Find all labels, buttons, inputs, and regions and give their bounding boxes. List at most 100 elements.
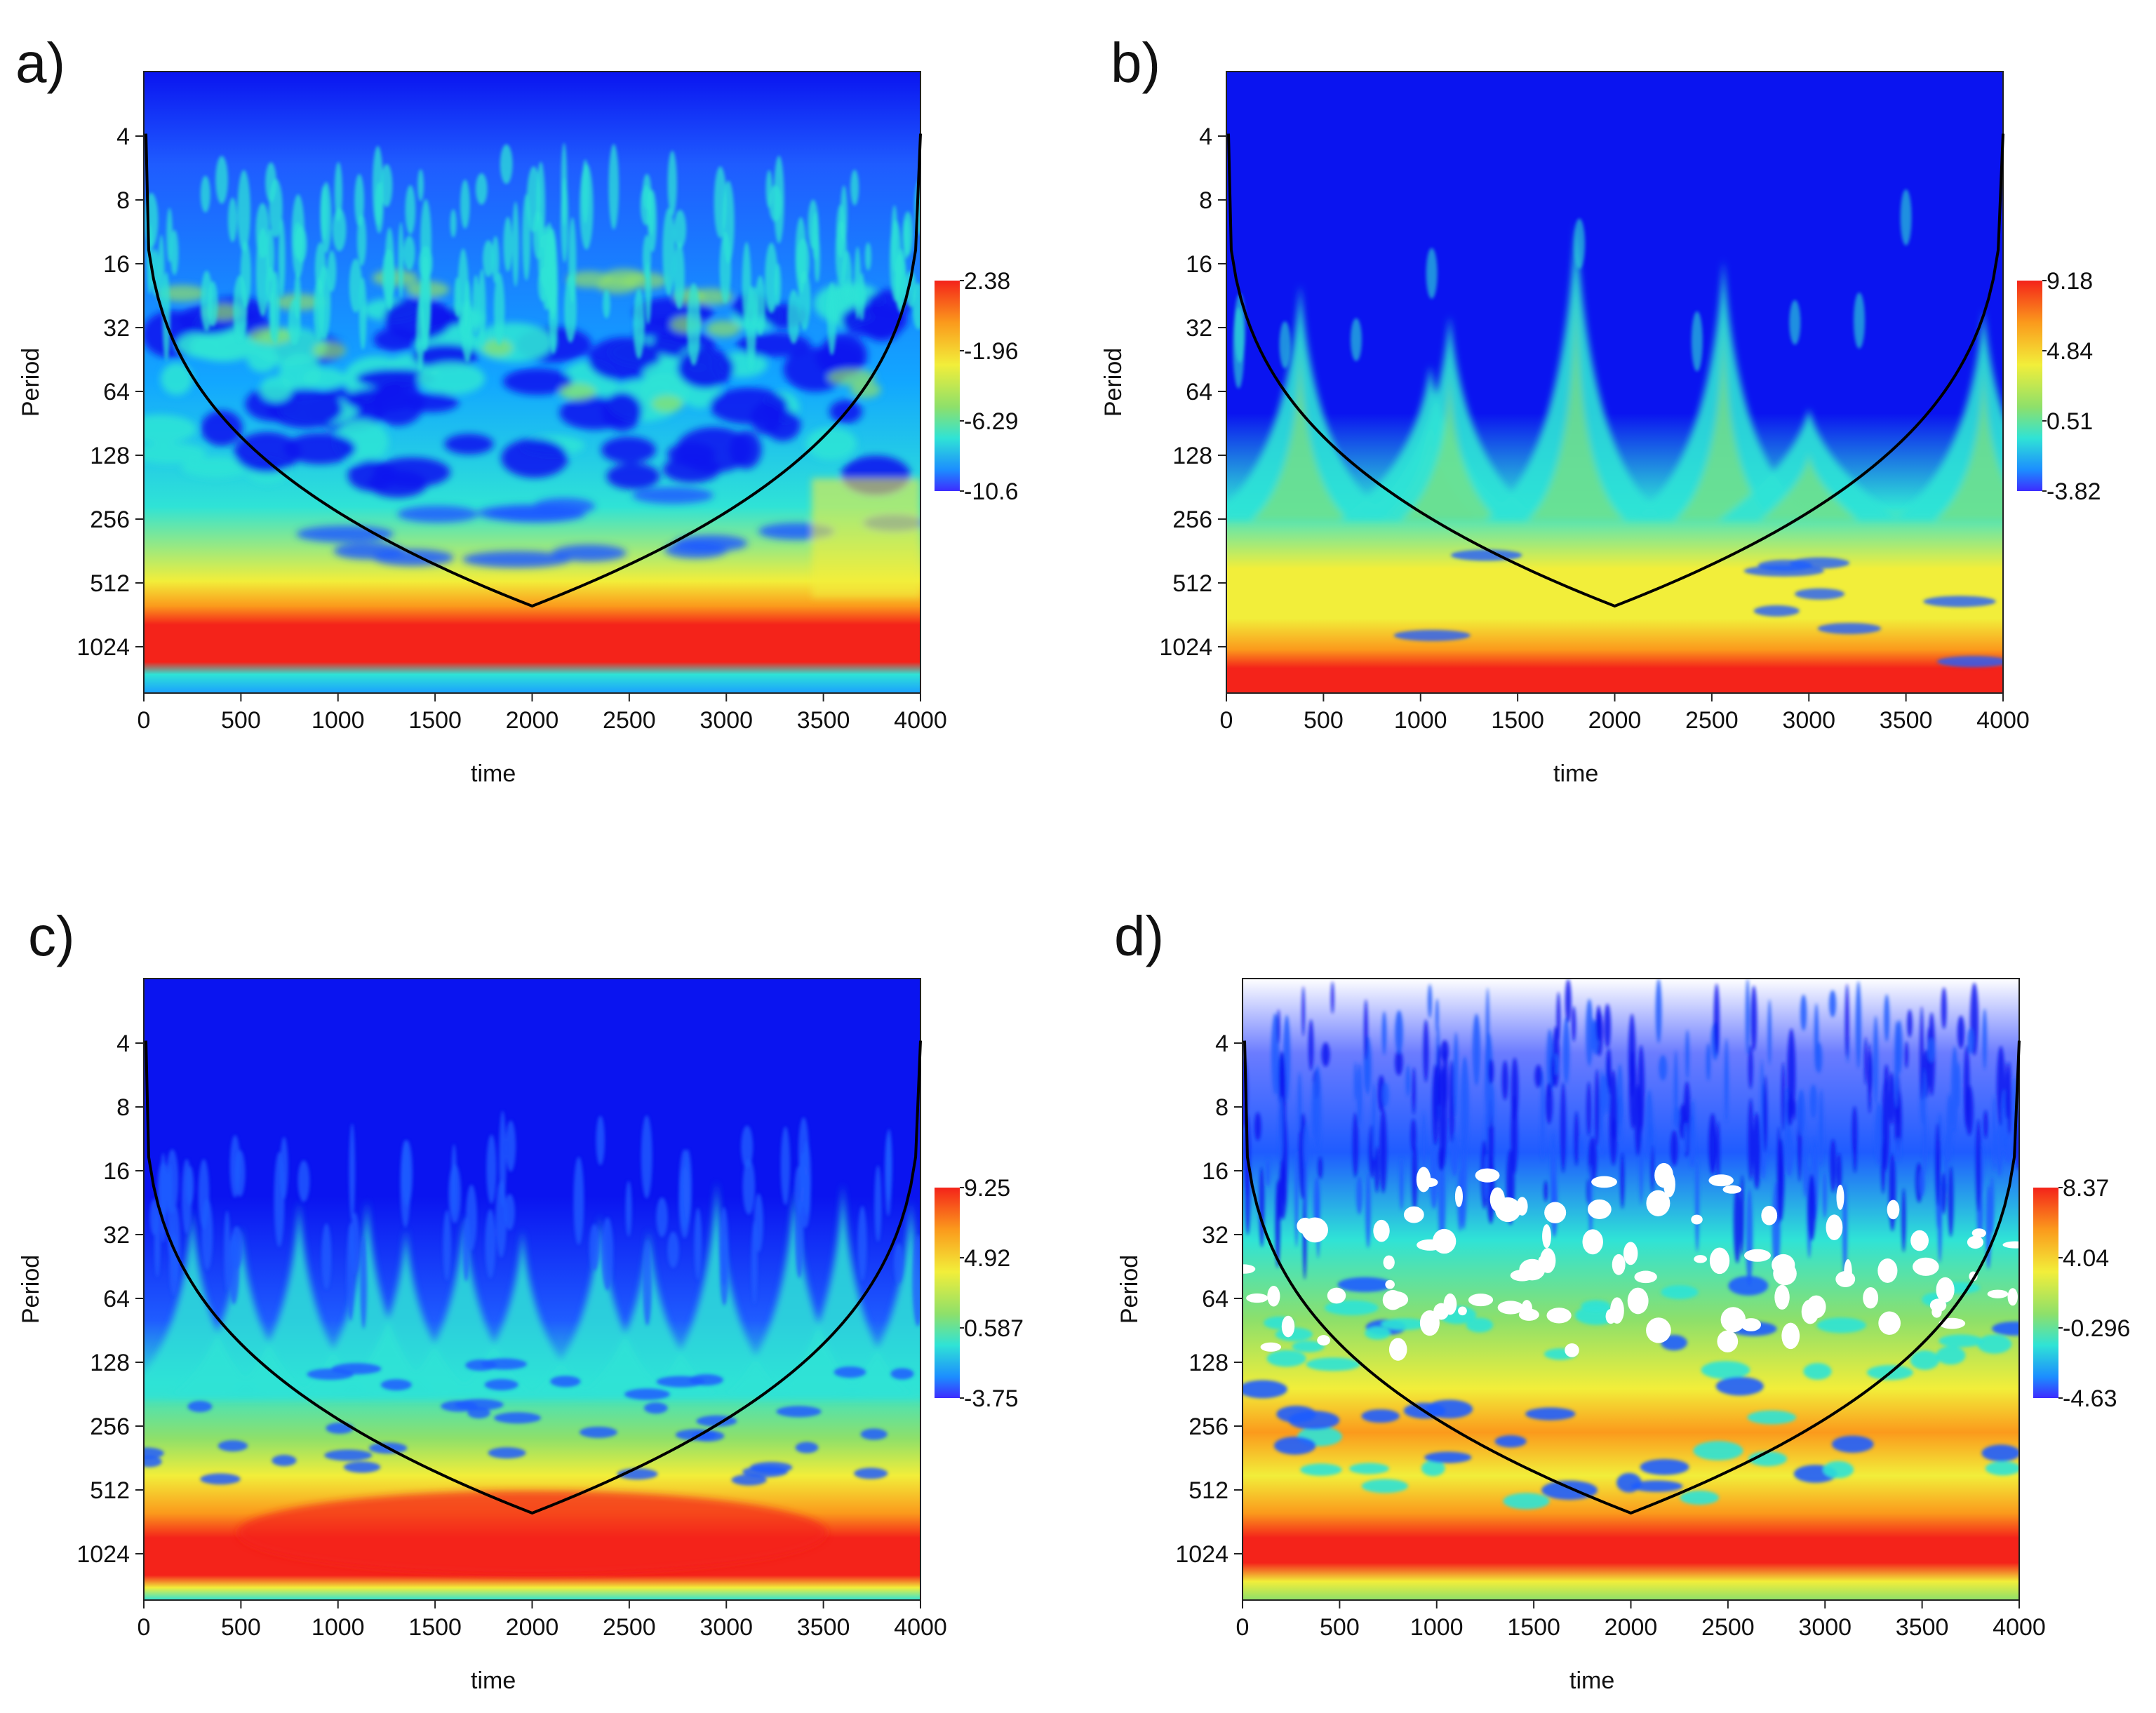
x-tick-label: 2000 <box>506 707 559 734</box>
colorbar-gradient <box>2017 281 2042 491</box>
colorbar: 2.38 -1.96 -6.29 -10.6 <box>935 268 1019 505</box>
y-tick-label: 16 <box>103 1158 130 1185</box>
x-tick-label: 0 <box>1220 707 1233 734</box>
colorbar-label: -6.29 <box>964 408 1019 435</box>
x-tick-label: 0 <box>1236 1614 1250 1641</box>
colorbar-label: 9.25 <box>964 1175 1010 1202</box>
x-tick-label: 1000 <box>1394 707 1447 734</box>
x-tick-label: 500 <box>221 707 261 734</box>
panel-label-d: d) <box>1114 905 1165 967</box>
panel-label-a: a) <box>15 32 66 94</box>
x-axis-title: time <box>1569 1667 1614 1694</box>
wavelet-chart-d: 4 8 16 32 64 128 256 512 1024 Period 0 500 1000 1500 2… <box>1116 978 2130 1694</box>
y-axis: 4 8 16 32 64 128 256 512 1024 <box>76 1030 144 1568</box>
y-tick-label: 64 <box>103 379 130 405</box>
y-axis: 4 8 16 32 64 128 256 512 1024 <box>1175 1030 1243 1568</box>
y-tick-label: 4 <box>116 1030 130 1057</box>
colorbar-label: -3.75 <box>964 1385 1019 1412</box>
x-axis: 0 500 1000 1500 2000 2500 3000 3500 4000 <box>138 1600 947 1641</box>
y-tick-label: 128 <box>90 1350 130 1376</box>
x-tick-label: 3500 <box>1880 707 1933 734</box>
panel-label-b: b) <box>1111 32 1161 94</box>
colorbar-gradient <box>2033 1188 2058 1398</box>
colorbar-label: 2.38 <box>964 268 1010 295</box>
colorbar-label: -4.63 <box>2063 1385 2117 1412</box>
y-tick-label: 1024 <box>76 1541 130 1568</box>
y-tick-label: 8 <box>116 1094 130 1121</box>
colorbar-gradient <box>935 281 960 491</box>
x-tick-label: 3500 <box>1896 1614 1949 1641</box>
heatmap-field <box>1243 979 2019 1600</box>
wavelet-chart-c: 4 8 16 32 64 128 256 512 1024 Period 0 500 1000 1500 2… <box>18 978 1024 1694</box>
x-tick-label: 3000 <box>699 707 753 734</box>
colorbar-label: 9.18 <box>2047 268 2093 295</box>
y-tick-label: 64 <box>103 1286 130 1312</box>
y-tick-label: 512 <box>1172 570 1212 597</box>
x-tick-label: 1500 <box>1507 1614 1560 1641</box>
colorbar-gradient <box>935 1188 960 1398</box>
colorbar-label: -10.6 <box>964 478 1019 505</box>
y-tick-label: 8 <box>1199 187 1212 214</box>
x-tick-label: 500 <box>1304 707 1344 734</box>
y-tick-label: 256 <box>90 506 130 533</box>
panel-c: c) 4 8 16 32 64 128 256 512 1024 Period 0 500 1000 15… <box>0 859 1073 1701</box>
cone-of-influence <box>1243 1040 2021 1515</box>
x-axis: 0 500 1000 1500 2000 2500 3000 3500 4000 <box>1236 1600 2046 1641</box>
x-axis-title: time <box>471 1667 516 1694</box>
heatmap-background <box>1226 72 2003 693</box>
x-tick-label: 1000 <box>312 1614 365 1641</box>
y-tick-label: 32 <box>103 1222 130 1249</box>
x-axis-title: time <box>1553 760 1598 787</box>
colorbar: 9.25 4.92 0.587 -3.75 <box>935 1175 1024 1412</box>
y-axis-title: Period <box>1116 1255 1143 1324</box>
y-tick-label: 128 <box>1189 1350 1228 1376</box>
x-axis: 0 500 1000 1500 2000 2500 3000 3500 4000 <box>138 693 947 734</box>
y-axis: 4 8 16 32 64 128 256 512 1024 <box>76 123 144 661</box>
y-tick-label: 32 <box>1186 315 1212 342</box>
panel-label-c: c) <box>28 905 75 967</box>
y-tick-label: 256 <box>90 1413 130 1440</box>
y-axis-title: Period <box>18 1255 44 1324</box>
x-tick-label: 1500 <box>408 707 462 734</box>
x-tick-label: 500 <box>1320 1614 1360 1641</box>
y-tick-label: 64 <box>1186 379 1212 405</box>
x-tick-label: 3000 <box>1782 707 1835 734</box>
y-tick-label: 256 <box>1189 1413 1228 1440</box>
heatmap-field <box>1226 72 2003 693</box>
y-tick-label: 4 <box>1215 1030 1228 1057</box>
x-tick-label: 2500 <box>1685 707 1739 734</box>
y-tick-label: 32 <box>1202 1222 1228 1249</box>
y-tick-label: 16 <box>1186 251 1212 278</box>
panel-a: a) 4 8 16 32 64 128 256 512 1024 Period 0 500 1000 15… <box>0 0 1073 842</box>
y-tick-label: 4 <box>116 123 130 150</box>
y-tick-label: 1024 <box>1175 1541 1228 1568</box>
y-tick-label: 1024 <box>1159 634 1212 661</box>
y-tick-label: 16 <box>103 251 130 278</box>
y-tick-label: 64 <box>1202 1286 1228 1312</box>
x-tick-label: 3500 <box>797 707 850 734</box>
cone-of-influence <box>145 133 922 608</box>
x-tick-label: 4000 <box>1976 707 2030 734</box>
x-tick-label: 1500 <box>1491 707 1544 734</box>
x-tick-label: 2500 <box>603 1614 656 1641</box>
cone-of-influence <box>145 1040 922 1515</box>
y-tick-label: 1024 <box>76 634 130 661</box>
x-axis-title: time <box>471 760 516 787</box>
x-tick-label: 2000 <box>1588 707 1642 734</box>
colorbar-label: -0.296 <box>2063 1315 2130 1342</box>
colorbar-label: 0.51 <box>2047 408 2093 435</box>
x-tick-label: 4000 <box>894 1614 947 1641</box>
x-tick-label: 1000 <box>1410 1614 1464 1641</box>
y-axis-title: Period <box>1100 348 1127 417</box>
colorbar-label: 4.92 <box>964 1245 1010 1272</box>
colorbar: 9.18 4.84 0.51 -3.82 <box>2017 268 2101 505</box>
colorbar-label: 4.04 <box>2063 1245 2109 1272</box>
colorbar-label: 8.37 <box>2063 1175 2109 1202</box>
panel-d: d) 4 8 16 32 64 128 256 512 1024 Period 0 500 1000 15… <box>1083 859 2156 1701</box>
y-tick-label: 512 <box>1189 1477 1228 1504</box>
y-tick-label: 128 <box>1172 443 1212 469</box>
y-tick-label: 512 <box>90 1477 130 1504</box>
x-tick-label: 0 <box>138 707 151 734</box>
x-tick-label: 4000 <box>894 707 947 734</box>
x-tick-label: 4000 <box>1993 1614 2046 1641</box>
